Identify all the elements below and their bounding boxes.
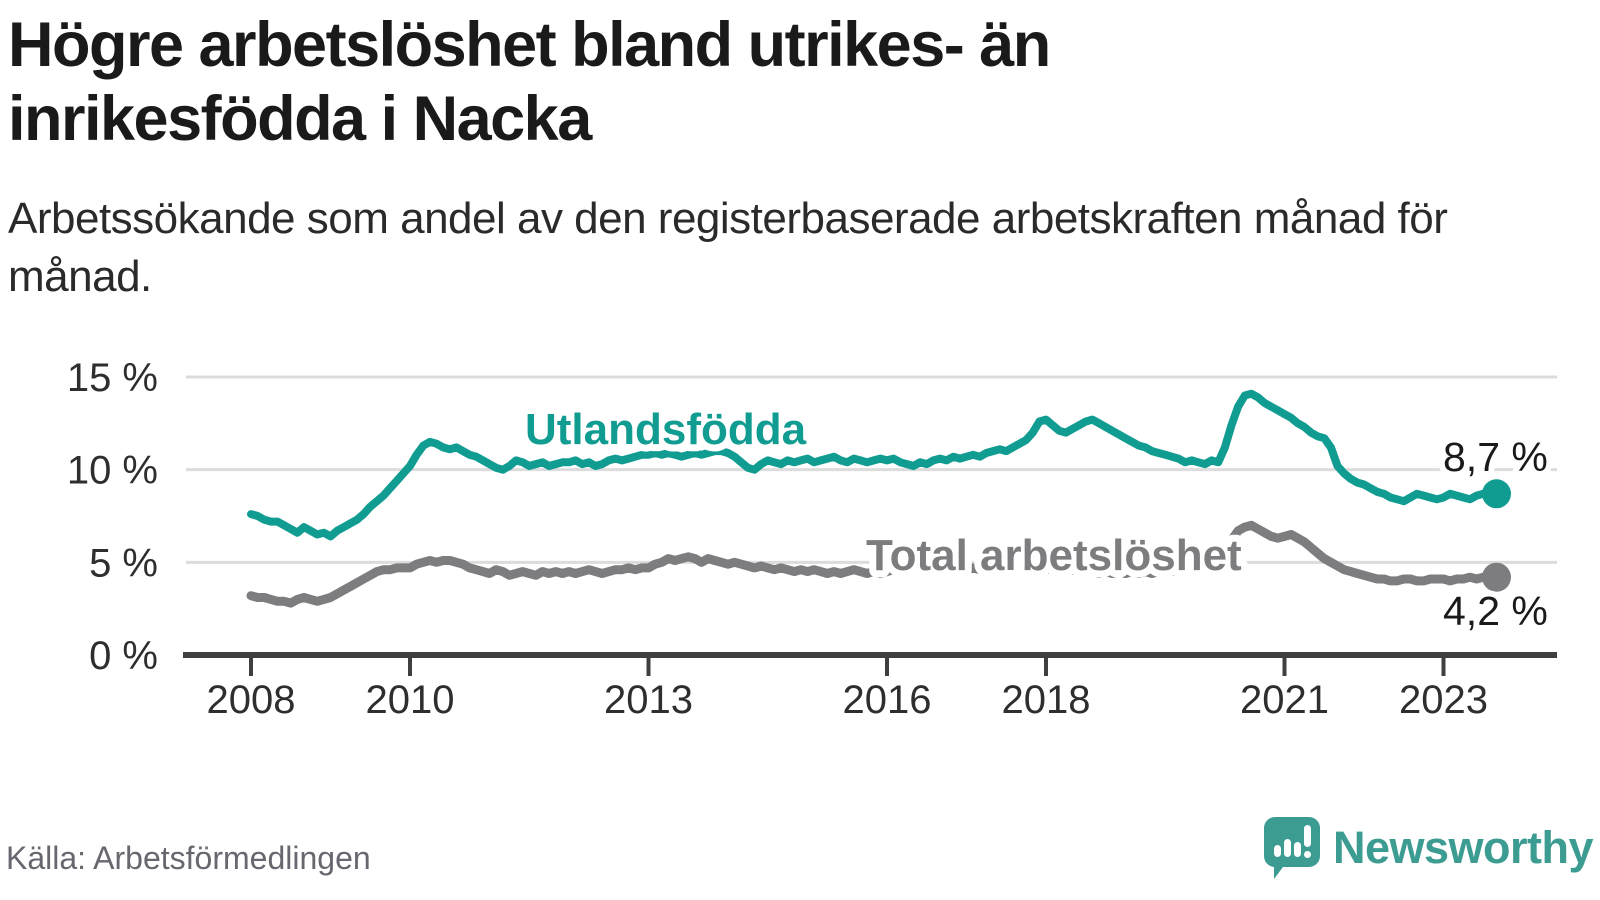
x-tick-label-2018: 2018 — [1002, 678, 1091, 722]
series-line-utlandsfodda — [247, 389, 1501, 541]
page-title: Högre arbetslöshet bland utrikes- än inr… — [8, 8, 1051, 157]
x-axis — [183, 652, 1557, 676]
title-line-2: inrikesfödda i Nacka — [8, 84, 592, 155]
x-tick-label-2008: 2008 — [207, 678, 296, 722]
x-tick-label-2023: 2023 — [1399, 678, 1488, 722]
y-tick-label: 15 % — [67, 356, 158, 400]
series-label-total-arbetsloshet: Total arbetslöshet — [866, 531, 1242, 580]
brand-logo: Newsworthy — [1263, 816, 1594, 880]
series-end-dot-utlandsfodda — [1482, 479, 1511, 509]
y-tick-label: 0 % — [89, 634, 158, 678]
brand-name: Newsworthy — [1333, 822, 1594, 873]
line-series — [246, 389, 1511, 608]
end-value-label-total: 4,2 % — [1443, 588, 1548, 634]
source-credit: Källa: Arbetsförmedlingen — [6, 840, 371, 876]
x-tick-label-2016: 2016 — [843, 678, 932, 722]
x-tick-label-2013: 2013 — [604, 678, 693, 722]
y-axis-labels: 0 % 5 % 10 % 15 % — [67, 356, 158, 678]
title-line-1: Högre arbetslöshet bland utrikes- än — [8, 10, 1051, 80]
x-tick-label-2010: 2010 — [366, 678, 455, 722]
x-axis-labels: 2008 2010 2013 2016 2018 2021 2023 — [207, 678, 1488, 722]
end-value-label-utlandsfodda: 8,7 % — [1443, 434, 1548, 480]
newsworthy-speech-bubble-chart-icon — [1263, 817, 1320, 879]
y-tick-label: 5 % — [89, 541, 158, 585]
series-end-dot-total — [1482, 562, 1511, 592]
series-line-total — [246, 520, 1501, 608]
series-label-utlandsfodda: Utlandsfödda — [525, 405, 807, 454]
chart-subtitle: Arbetssökande som andel av den registerb… — [8, 194, 1448, 302]
x-tick-label-2021: 2021 — [1240, 678, 1329, 722]
y-tick-label: 10 % — [67, 449, 158, 493]
